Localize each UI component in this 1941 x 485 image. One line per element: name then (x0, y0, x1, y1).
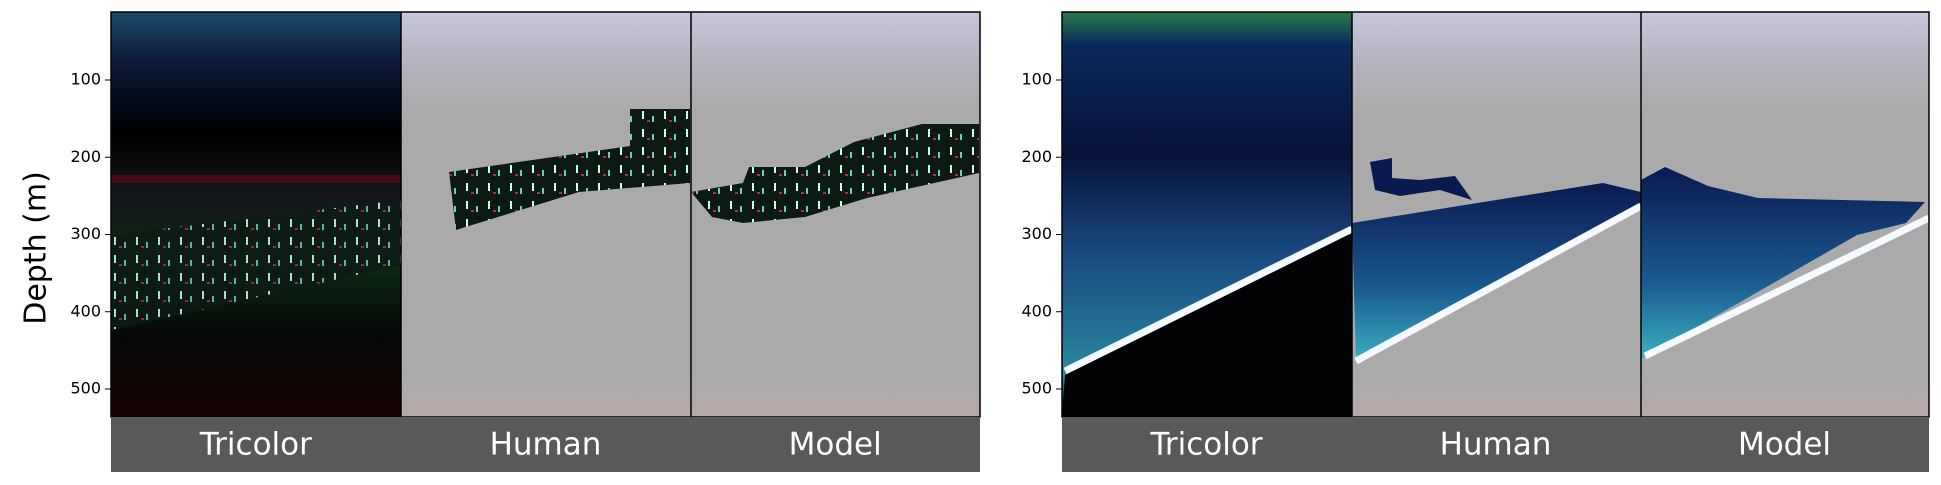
y-tick-label: 300 (1021, 224, 1052, 243)
y-tick-label: 400 (1021, 301, 1052, 320)
left-images (110, 11, 981, 472)
y-tick-label: 200 (1021, 147, 1052, 166)
y-tick-label: 200 (70, 147, 101, 166)
panel-label: Tricolor (1149, 427, 1262, 463)
y-axis-label: Depth (m) (19, 171, 54, 325)
right-images (1061, 11, 1931, 472)
y-tick-label: 100 (1021, 70, 1052, 89)
panel-label: Human (1440, 427, 1552, 463)
y-tick-label: 500 (70, 379, 101, 398)
panel-label: Model (1738, 427, 1831, 463)
panel-label: Tricolor (199, 427, 312, 463)
y-tick-label: 500 (1021, 379, 1052, 398)
panel-label: Human (490, 427, 602, 463)
y-tick-label: 300 (70, 224, 101, 243)
panel-label: Model (789, 427, 882, 463)
y-tick-label: 100 (70, 70, 101, 89)
y-tick-label: 400 (70, 301, 101, 320)
